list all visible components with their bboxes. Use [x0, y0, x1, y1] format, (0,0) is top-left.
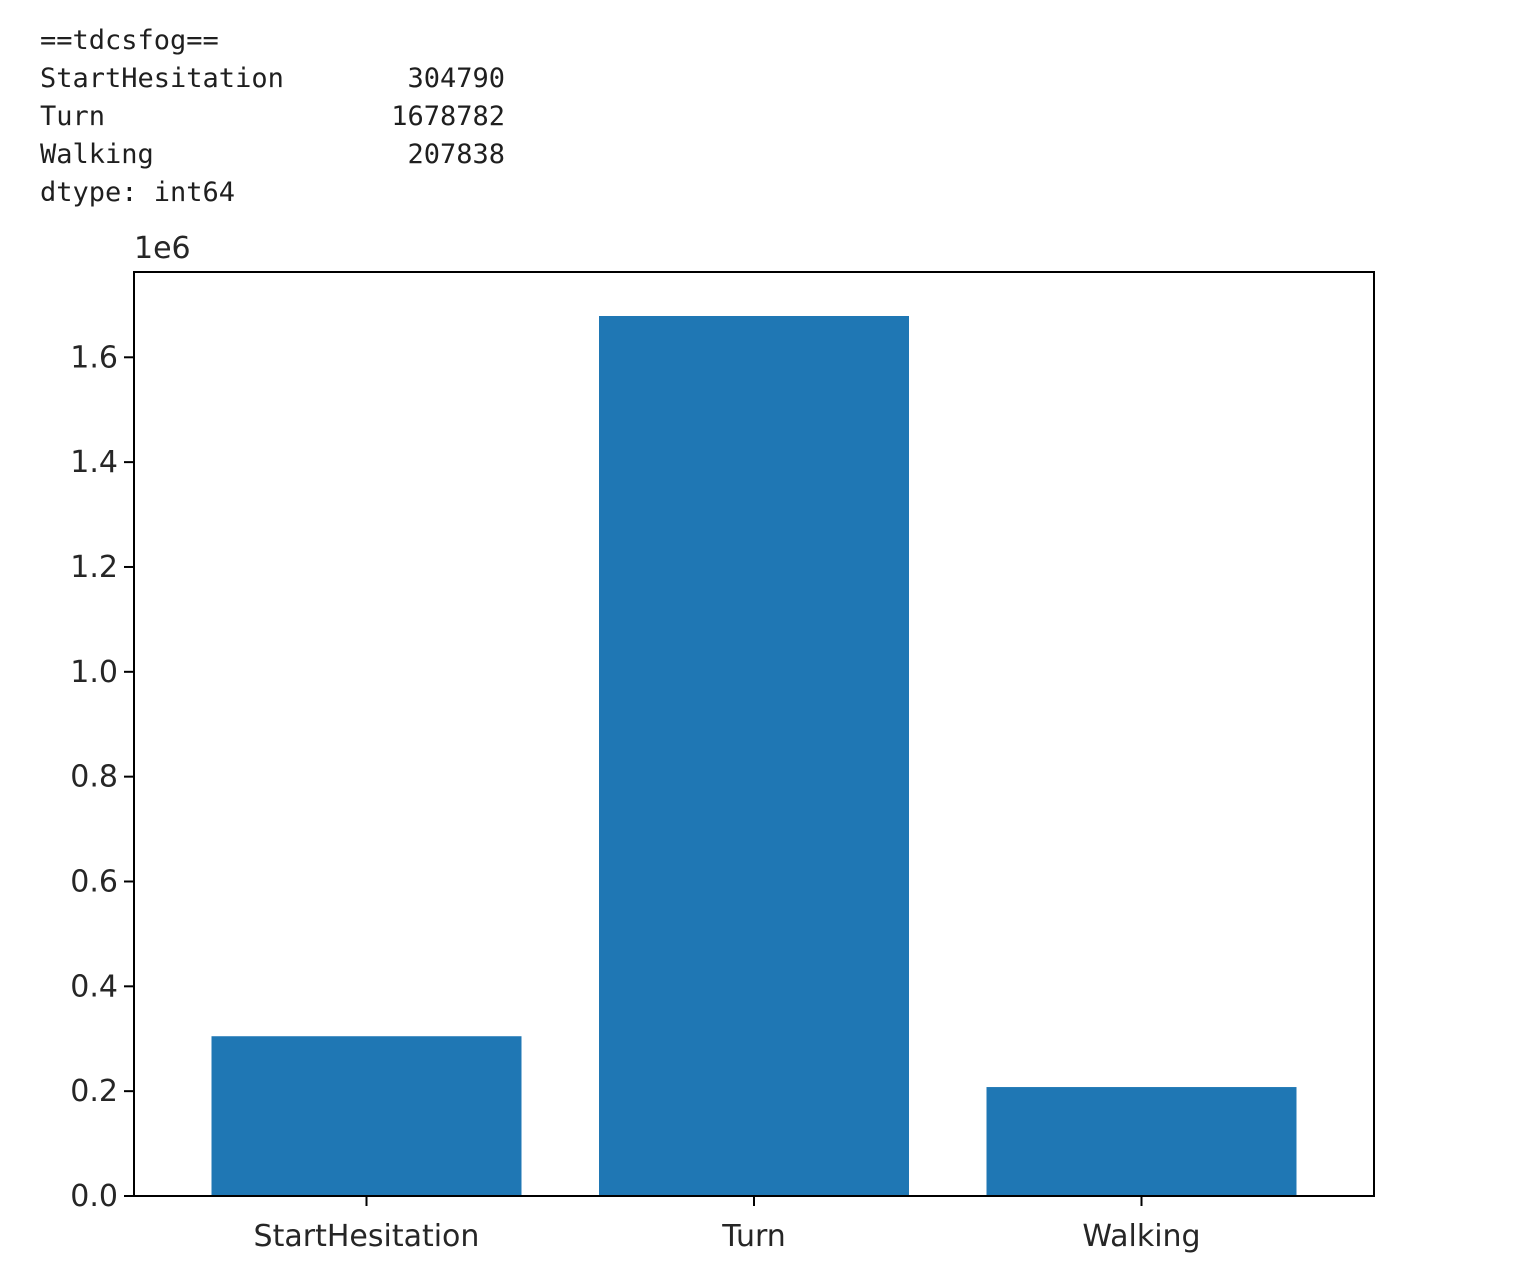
- output-dtype: dtype: int64: [40, 177, 236, 208]
- y-tick-label: 0.2: [70, 1074, 118, 1109]
- y-tick-label: 0.6: [70, 864, 118, 899]
- y-tick-label: 1.2: [70, 550, 118, 585]
- y-tick-label: 1.6: [70, 340, 118, 375]
- y-tick-label: 1.0: [70, 655, 118, 690]
- y-tick-label: 1.4: [70, 445, 118, 480]
- cell-output: ==tdcsfog== StartHesitation 304790 Turn …: [40, 22, 505, 212]
- bar: [599, 315, 909, 1196]
- output-row: Walking 207838: [40, 136, 505, 174]
- output-header: ==tdcsfog==: [40, 25, 219, 56]
- output-row-label: Turn: [40, 101, 106, 132]
- y-offset-label: 1e6: [134, 231, 191, 266]
- y-tick-label: 0.8: [70, 760, 118, 795]
- output-row-value: 1678782: [391, 101, 505, 132]
- y-tick-label: 0.4: [70, 969, 118, 1004]
- output-row-label: StartHesitation: [40, 63, 284, 94]
- x-tick-label: Turn: [721, 1219, 786, 1254]
- bar-chart: 0.0 0.2 0.4 0.6 0.8 1.0 1.2 1.4 1.6 StartHesitati…: [0, 220, 1526, 1282]
- output-row-value: 207838: [407, 139, 505, 170]
- output-row: StartHesitation 304790: [40, 60, 505, 98]
- output-row: Turn 1678782: [40, 98, 505, 136]
- output-row-value: 304790: [407, 63, 505, 94]
- bar: [986, 1087, 1297, 1196]
- bar-chart-svg: 0.0 0.2 0.4 0.6 0.8 1.0 1.2 1.4 1.6 StartHesitati…: [70, 231, 1375, 1254]
- y-tick-label: 0.0: [70, 1179, 118, 1214]
- x-tick-label: StartHesitation: [254, 1219, 480, 1254]
- output-row-label: Walking: [40, 139, 154, 170]
- bar: [211, 1036, 522, 1196]
- x-tick-label: Walking: [1082, 1219, 1200, 1254]
